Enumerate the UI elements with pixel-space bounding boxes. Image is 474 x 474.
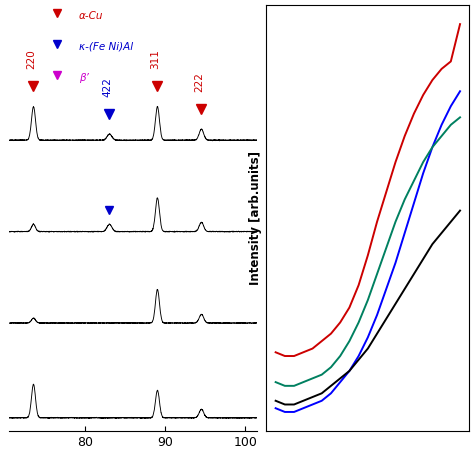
- Text: 222: 222: [194, 72, 204, 92]
- Text: 220: 220: [26, 50, 36, 70]
- Text: α-Cu: α-Cu: [79, 11, 103, 21]
- Y-axis label: Intensity [arb.units]: Intensity [arb.units]: [249, 151, 262, 285]
- Text: 311: 311: [150, 50, 160, 70]
- Text: 422: 422: [102, 77, 112, 97]
- Text: κ-(Fe Ni)Al: κ-(Fe Ni)Al: [79, 42, 133, 52]
- Text: β’: β’: [79, 73, 89, 82]
